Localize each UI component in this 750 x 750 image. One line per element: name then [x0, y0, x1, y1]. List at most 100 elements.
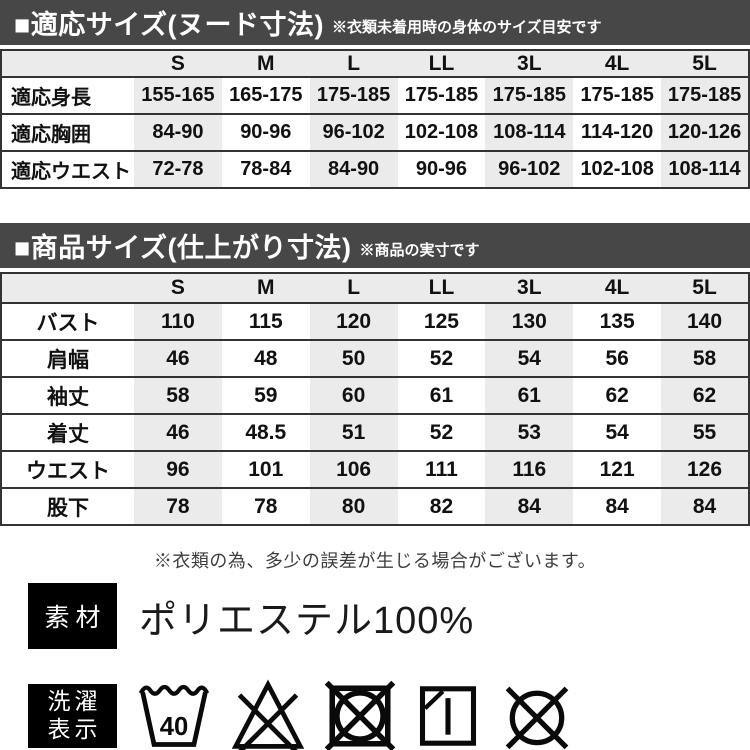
size-value-cell: 135 — [573, 302, 662, 340]
size-value-cell: 106 — [309, 450, 398, 488]
section-note: ※衣類未着用時の身体のサイズ目安です — [331, 18, 602, 36]
size-value-cell: 60 — [309, 376, 398, 414]
table-row: 適応身長 155-165 165-175 175-185 175-185 175-185 1… — [1, 76, 749, 114]
size-value-cell: 175-185 — [397, 76, 486, 114]
size-value-cell: 121 — [573, 450, 662, 488]
size-value-cell: 78-84 — [221, 150, 310, 188]
laundry-label-line2: 表示 — [47, 716, 102, 742]
size-column-header: 5L — [661, 50, 749, 77]
size-value-cell: 108-114 — [661, 150, 749, 188]
size-value-cell: 84-90 — [134, 113, 222, 151]
fit-size-table: S M L LL 3L 4L 5L 適応身長 155-165 165-175 175-185 175-… — [0, 49, 750, 189]
size-value-cell: 72-78 — [134, 150, 222, 188]
size-column-header: 3L — [485, 273, 574, 303]
section-header-fit-size: ■適応サイズ(ヌード寸法) ※衣類未着用時の身体のサイズ目安です — [0, 0, 750, 45]
size-value-cell: 56 — [573, 339, 662, 377]
size-value-cell: 115 — [221, 302, 310, 340]
size-value-cell: 84 — [485, 487, 574, 525]
product-size-table: S M L LL 3L 4L 5L バスト 110 115 120 125 130 135 140 肩幅 46 4… — [0, 272, 750, 526]
size-value-cell: 46 — [134, 339, 222, 377]
row-label: 適応ウエスト — [1, 150, 134, 188]
wash-40-icon: 40 — [135, 678, 213, 750]
size-value-cell: 101 — [221, 450, 310, 488]
size-column-header: L — [309, 273, 398, 303]
size-value-cell: 62 — [661, 376, 749, 414]
size-value-cell: 120 — [309, 302, 398, 340]
section-title: ■商品サイズ(仕上がり寸法) — [14, 233, 352, 263]
size-value-cell: 58 — [134, 376, 222, 414]
laundry-label-box: 洗濯 表示 — [28, 684, 117, 748]
row-label: ウエスト — [1, 450, 134, 488]
table-row: 股下 78 78 80 82 84 84 84 — [1, 487, 749, 525]
size-value-cell: 165-175 — [221, 76, 310, 114]
size-column-header: 4L — [573, 273, 662, 303]
size-value-cell: 90-96 — [397, 150, 486, 188]
row-label: 着丈 — [1, 413, 134, 451]
size-value-cell: 54 — [485, 339, 574, 377]
row-label: バスト — [1, 302, 134, 340]
size-value-cell: 140 — [661, 302, 749, 340]
laundry-label-line1: 洗濯 — [47, 688, 102, 715]
table-row: バスト 110 115 120 125 130 135 140 — [1, 302, 749, 340]
size-value-cell: 96 — [134, 450, 222, 488]
row-label: 股下 — [1, 487, 134, 525]
size-column-header: 3L — [485, 50, 574, 77]
table-row: 適応ウエスト 72-78 78-84 84-90 90-96 96-102 102-108 1… — [1, 150, 749, 188]
corner-cell — [1, 50, 134, 77]
row-label: 適応胸囲 — [1, 113, 134, 151]
do-not-tumble-dry-icon — [323, 678, 397, 750]
size-value-cell: 80 — [309, 487, 398, 525]
size-value-cell: 102-108 — [397, 113, 486, 151]
size-value-cell: 96-102 — [485, 150, 574, 188]
section-note: ※商品の実寸です — [359, 241, 480, 259]
size-value-cell: 125 — [397, 302, 486, 340]
size-value-cell: 116 — [485, 450, 574, 488]
size-value-cell: 46 — [134, 413, 222, 451]
size-value-cell: 120-126 — [661, 113, 749, 151]
row-label: 肩幅 — [1, 339, 134, 377]
size-value-cell: 52 — [397, 339, 486, 377]
size-value-cell: 48 — [221, 339, 310, 377]
size-disclaimer-note: ※衣類の為、多少の誤差が生じる場合がございます。 — [153, 551, 597, 571]
size-column-header: 4L — [573, 50, 662, 77]
size-column-header: S — [134, 50, 222, 77]
size-value-cell: 84-90 — [309, 150, 398, 188]
section-title: ■適応サイズ(ヌード寸法) — [14, 10, 324, 40]
size-value-cell: 52 — [397, 413, 486, 451]
size-value-cell: 53 — [485, 413, 574, 451]
material-label-box: 素材 — [28, 583, 117, 649]
size-value-cell: 50 — [309, 339, 398, 377]
size-value-cell: 110 — [134, 302, 222, 340]
spacer — [0, 189, 750, 223]
table-row: 適応胸囲 84-90 90-96 96-102 102-108 108-114 114-12… — [1, 113, 749, 151]
size-value-cell: 78 — [221, 487, 310, 525]
size-value-cell: 111 — [397, 450, 486, 488]
size-value-cell: 155-165 — [134, 76, 222, 114]
size-value-cell: 175-185 — [309, 76, 398, 114]
size-header-row: S M L LL 3L 4L 5L — [1, 50, 749, 77]
size-value-cell: 84 — [573, 487, 662, 525]
size-value-cell: 54 — [573, 413, 662, 451]
table-row: 肩幅 46 48 50 52 54 56 58 — [1, 339, 749, 377]
material-value: ポリエステル100% — [139, 599, 475, 642]
size-value-cell: 48.5 — [221, 413, 310, 451]
table-row: 着丈 46 48.5 51 52 53 54 55 — [1, 413, 749, 451]
size-value-cell: 78 — [134, 487, 222, 525]
size-value-cell: 62 — [573, 376, 662, 414]
size-value-cell: 175-185 — [485, 76, 574, 114]
do-not-dryclean-icon — [499, 678, 575, 750]
size-column-header: M — [221, 273, 310, 303]
size-value-cell: 90-96 — [221, 113, 310, 151]
size-value-cell: 84 — [661, 487, 749, 525]
size-value-cell: 114-120 — [573, 113, 662, 151]
corner-cell — [1, 273, 134, 303]
size-column-header: LL — [397, 273, 486, 303]
laundry-row: 洗濯 表示 40 — [28, 678, 750, 750]
size-value-cell: 61 — [397, 376, 486, 414]
size-value-cell: 96-102 — [309, 113, 398, 151]
size-column-header: LL — [397, 50, 486, 77]
size-header-row: S M L LL 3L 4L 5L — [1, 273, 749, 303]
size-value-cell: 58 — [661, 339, 749, 377]
size-value-cell: 51 — [309, 413, 398, 451]
size-value-cell: 175-185 — [573, 76, 662, 114]
